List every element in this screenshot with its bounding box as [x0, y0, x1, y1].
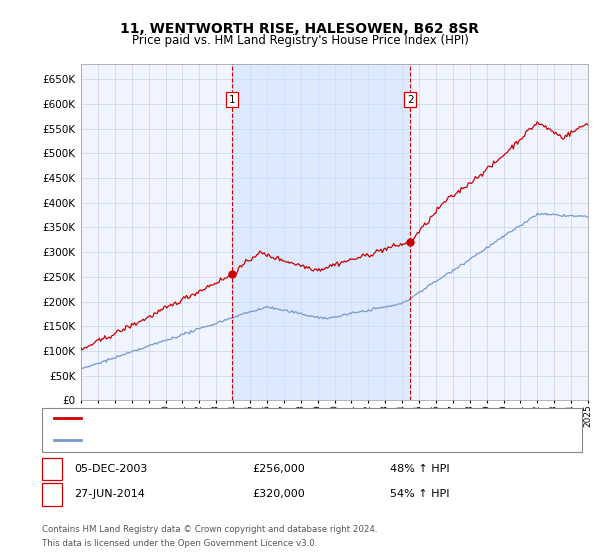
Text: Contains HM Land Registry data © Crown copyright and database right 2024.: Contains HM Land Registry data © Crown c… [42, 525, 377, 534]
Text: This data is licensed under the Open Government Licence v3.0.: This data is licensed under the Open Gov… [42, 539, 317, 548]
Text: Price paid vs. HM Land Registry's House Price Index (HPI): Price paid vs. HM Land Registry's House … [131, 34, 469, 46]
Text: 11, WENTWORTH RISE, HALESOWEN, B62 8SR: 11, WENTWORTH RISE, HALESOWEN, B62 8SR [121, 22, 479, 36]
Text: 27-JUN-2014: 27-JUN-2014 [74, 489, 145, 500]
Text: £256,000: £256,000 [252, 464, 305, 474]
Text: 48% ↑ HPI: 48% ↑ HPI [390, 464, 449, 474]
Text: 11, WENTWORTH RISE, HALESOWEN, B62 8SR (detached house): 11, WENTWORTH RISE, HALESOWEN, B62 8SR (… [87, 413, 422, 423]
Text: HPI: Average price, detached house, Dudley: HPI: Average price, detached house, Dudl… [87, 435, 317, 445]
Text: £320,000: £320,000 [252, 489, 305, 500]
Text: 1: 1 [49, 464, 55, 474]
Text: 54% ↑ HPI: 54% ↑ HPI [390, 489, 449, 500]
Bar [232, 64, 410, 400]
Text: 2: 2 [407, 95, 413, 105]
Text: 1: 1 [229, 95, 235, 105]
Text: 05-DEC-2003: 05-DEC-2003 [74, 464, 147, 474]
Text: 2: 2 [49, 489, 55, 500]
